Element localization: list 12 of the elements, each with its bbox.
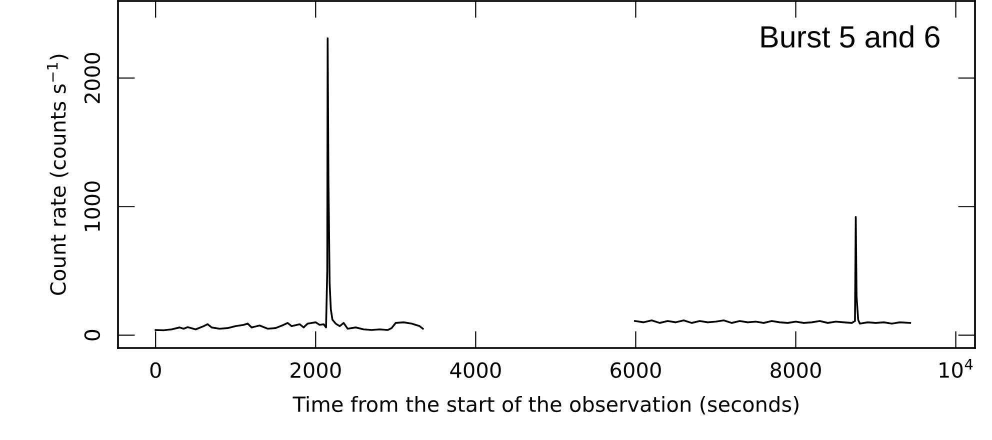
y-axis-title: Count rate (counts s$^{−1}$)	[46, 54, 68, 295]
y-tick-label: 2000	[84, 52, 100, 104]
x-tick-label: 8000	[770, 362, 821, 378]
x-tick-label: 4000	[450, 362, 501, 378]
y-tick-label: 0	[84, 330, 100, 340]
x-tick-label: 6000	[610, 362, 661, 378]
x-tick-label: 0	[150, 362, 161, 378]
x-tick-label: 2000	[290, 362, 341, 378]
y-tick-label: 1000	[84, 182, 100, 231]
x-tick-label: 10$^{4}$	[940, 358, 973, 378]
annotation: Burst 5 and 6	[761, 25, 940, 48]
x-axis-title: Time from the start of the observation (seconds)	[292, 396, 798, 415]
